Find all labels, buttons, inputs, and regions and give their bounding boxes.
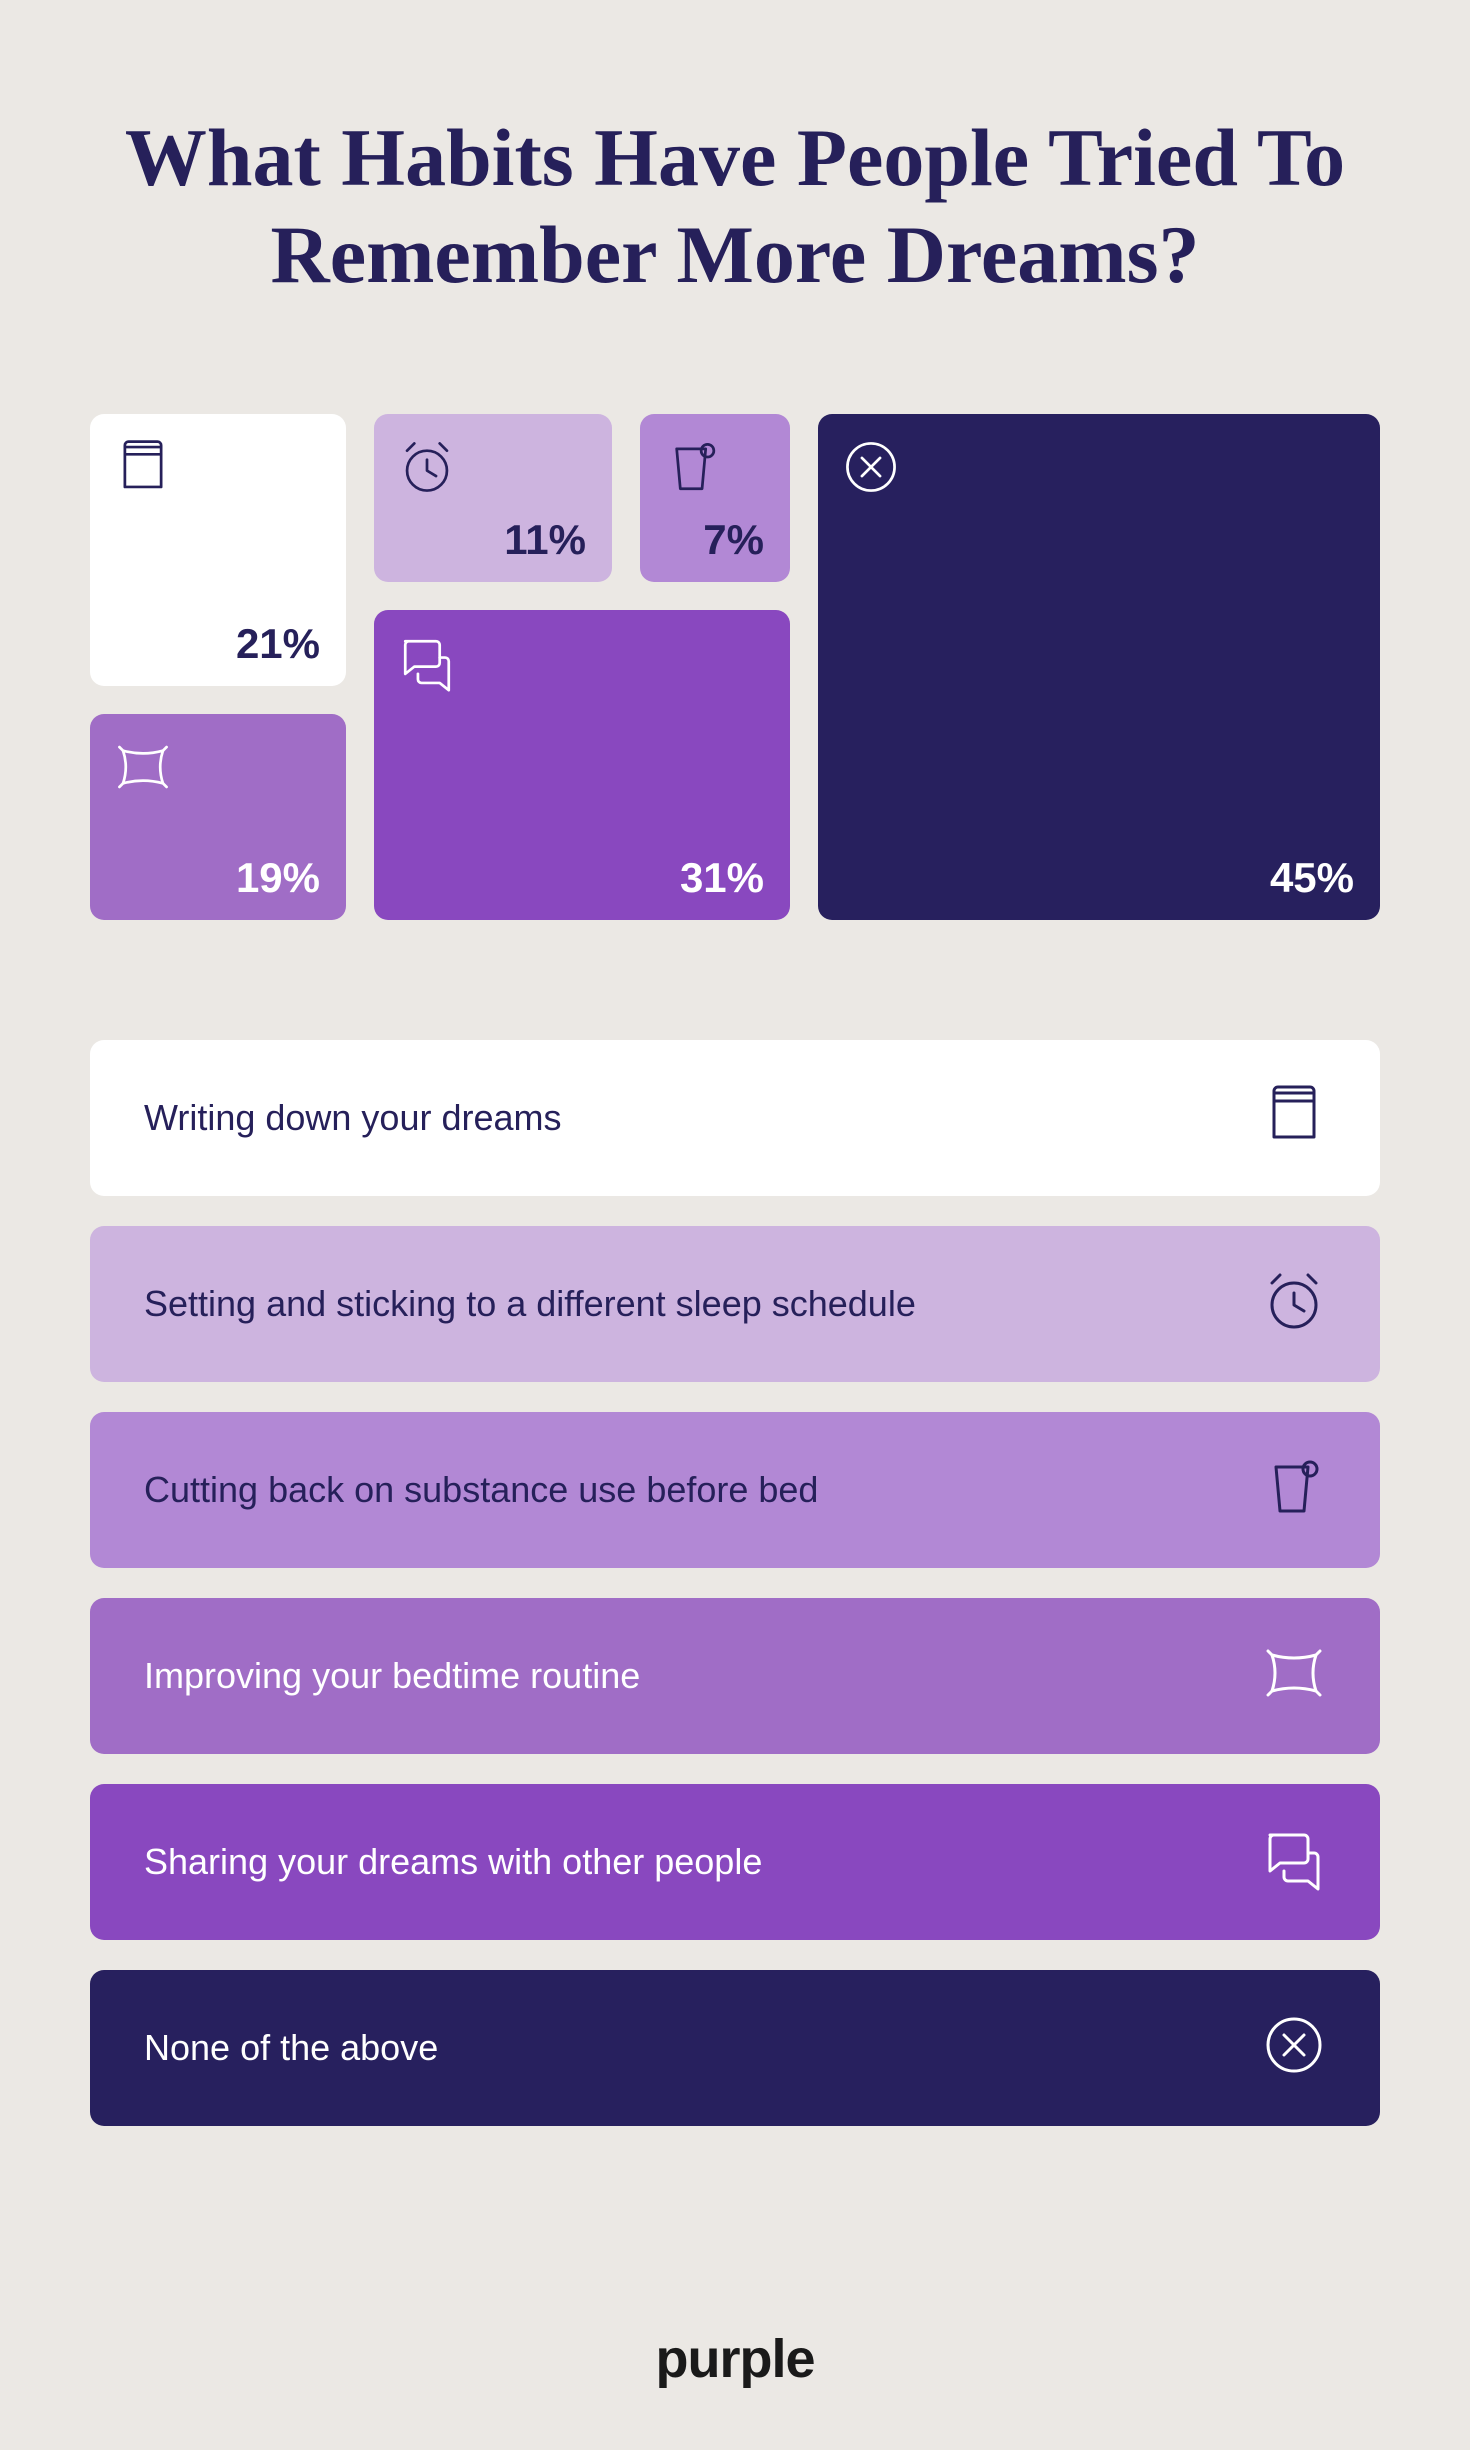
legend-list: Writing down your dreams Setting and sti…: [90, 1040, 1380, 2126]
tile-percent: 11%: [504, 516, 586, 564]
legend-label: Writing down your dreams: [144, 1097, 562, 1139]
legend-label: Sharing your dreams with other people: [144, 1841, 762, 1883]
tile-percent: 7%: [703, 516, 764, 564]
pillow-icon: [1262, 1641, 1326, 1710]
legend-row-routine: Improving your bedtime routine: [90, 1598, 1380, 1754]
legend-label: None of the above: [144, 2027, 438, 2069]
treemap-tile-substance: 7%: [640, 414, 790, 582]
legend-label: Cutting back on substance use before bed: [144, 1469, 818, 1511]
treemap-tile-none: 45%: [818, 414, 1380, 920]
book-icon: [114, 438, 172, 501]
infographic-container: What Habits Have People Tried To Remembe…: [0, 0, 1470, 2450]
cross-icon: [1262, 2013, 1326, 2082]
tile-percent: 45%: [1270, 854, 1354, 902]
legend-row-substance: Cutting back on substance use before bed: [90, 1412, 1380, 1568]
treemap-tile-schedule: 11%: [374, 414, 612, 582]
pillow-icon: [114, 738, 172, 801]
tile-percent: 19%: [236, 854, 320, 902]
page-title: What Habits Have People Tried To Remembe…: [90, 110, 1380, 304]
book-icon: [1262, 1083, 1326, 1152]
clock-icon: [398, 438, 456, 501]
legend-row-sharing: Sharing your dreams with other people: [90, 1784, 1380, 1940]
clock-icon: [1262, 1269, 1326, 1338]
brand-logo: purple: [655, 2328, 814, 2390]
treemap-chart: 21% 11% 7% 19% 31% 45%: [90, 414, 1380, 920]
cross-icon: [842, 438, 900, 501]
treemap-tile-sharing: 31%: [374, 610, 790, 920]
treemap-tile-routine: 19%: [90, 714, 346, 920]
treemap-tile-writing: 21%: [90, 414, 346, 686]
chat-icon: [398, 634, 456, 697]
glass-icon: [1262, 1455, 1326, 1524]
legend-label: Setting and sticking to a different slee…: [144, 1283, 916, 1325]
chat-icon: [1262, 1827, 1326, 1896]
tile-percent: 31%: [680, 854, 764, 902]
legend-row-writing: Writing down your dreams: [90, 1040, 1380, 1196]
tile-percent: 21%: [236, 620, 320, 668]
glass-icon: [664, 438, 722, 501]
legend-row-none: None of the above: [90, 1970, 1380, 2126]
legend-label: Improving your bedtime routine: [144, 1655, 640, 1697]
legend-row-schedule: Setting and sticking to a different slee…: [90, 1226, 1380, 1382]
